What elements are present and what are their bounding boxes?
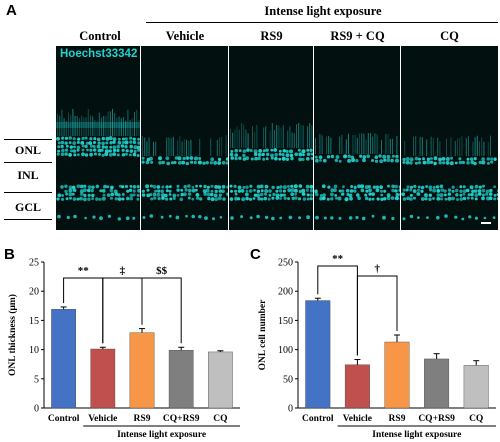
column-label-rs9-cq: RS9 + CQ <box>330 29 385 43</box>
y-tick-label: 250 <box>278 258 293 269</box>
nuclei-layer <box>314 133 400 221</box>
y-tick-label: 25 <box>29 258 39 269</box>
significance-bracket <box>141 277 182 344</box>
y-tick-label: 20 <box>29 287 39 298</box>
panel-a-letter: A <box>6 2 17 19</box>
bar-cq-rs9 <box>168 349 194 409</box>
nuclei-layer <box>56 108 140 221</box>
x-axis-label: Intense light exposure <box>117 430 206 440</box>
layer-rule-4 <box>4 219 52 220</box>
column-label-cq: CQ <box>440 29 459 43</box>
nuclei-layer <box>229 122 313 221</box>
bar-control <box>305 300 331 409</box>
significance-label: ** <box>78 265 90 277</box>
micrograph-vehicle-nuclei <box>141 135 228 221</box>
bar-vehicle <box>344 364 370 409</box>
x-tick-label: Vehicle <box>343 414 372 424</box>
micrograph-cq <box>401 46 498 230</box>
significance-label: † <box>374 263 380 275</box>
micrograph-rs9-nuclei <box>229 122 313 221</box>
y-tick-label: 150 <box>278 316 293 327</box>
bar-vehicle <box>90 348 116 409</box>
bar-cq <box>463 365 489 409</box>
significance-label: ‡ <box>120 265 126 277</box>
significance-bracket <box>356 275 398 356</box>
micrograph-control: Hoechst33342 <box>56 46 140 230</box>
bar-control <box>51 309 76 409</box>
x-tick-label: Control <box>48 414 80 424</box>
layer-rule-2 <box>4 162 52 163</box>
panel-b-letter: B <box>4 246 15 263</box>
layer-label-inl: INL <box>17 168 39 182</box>
panel-c-letter: C <box>250 246 261 263</box>
x-tick-label: CQ+RS9 <box>163 414 200 424</box>
column-label-control: Control <box>79 29 121 43</box>
y-axis-label: ONL cell number <box>258 299 268 371</box>
layer-label-gcl: GCL <box>14 200 41 214</box>
y-tick-label: 15 <box>29 316 39 327</box>
nuclei-layer <box>401 135 498 221</box>
bar-cq-rs9 <box>424 358 450 409</box>
micrograph-rs9 <box>229 46 313 230</box>
x-tick-label: CQ <box>469 414 483 424</box>
stain-label: Hoechst33342 <box>60 48 138 60</box>
micrograph-vehicle <box>141 46 228 230</box>
y-tick-label: 0 <box>288 404 293 415</box>
micrograph-control-nuclei <box>56 108 140 221</box>
column-label-rs9: RS9 <box>260 29 283 43</box>
layer-label-onl: ONL <box>14 143 41 157</box>
y-tick-label: 100 <box>278 345 293 356</box>
micrograph-cq-nuclei <box>401 135 498 224</box>
y-tick-label: 50 <box>283 374 293 385</box>
x-tick-label: RS9 <box>134 414 151 424</box>
y-axis-label: ONL thickness (μm) <box>7 294 18 376</box>
column-label-vehicle: Vehicle <box>165 29 205 43</box>
chart-onl-thickness: 0 5 10 15 20 25 ONL thickness (μm) Control Vehic… <box>7 258 240 440</box>
bar-rs9 <box>384 341 410 409</box>
header-rule <box>146 22 498 23</box>
intense-light-header: Intense light exposure <box>264 4 382 18</box>
x-tick-label: RS9 <box>389 414 406 424</box>
y-tick-label: 5 <box>34 374 39 385</box>
chart-onl-cell-number: 0 50 100 150 200 250 ONL cell number Control Veh… <box>258 253 496 440</box>
scale-bar <box>481 222 491 224</box>
significance-label: $$ <box>156 265 168 277</box>
x-tick-label: Control <box>302 414 334 424</box>
layer-rule-3 <box>4 192 52 193</box>
significance-label: ** <box>332 253 344 265</box>
x-axis-label: Intense light exposure <box>372 430 461 440</box>
x-tick-label: Vehicle <box>88 414 117 424</box>
y-tick-label: 10 <box>29 345 39 356</box>
y-tick-label: 200 <box>278 287 293 298</box>
micrograph-rs9-cq-nuclei <box>314 133 400 221</box>
bar-cq <box>208 351 233 409</box>
nuclei-layer <box>141 135 228 221</box>
y-tick-label: 0 <box>34 404 39 415</box>
x-tick-label: CQ <box>213 414 227 424</box>
bar-rs9 <box>129 332 155 409</box>
layer-rule-1 <box>4 139 52 140</box>
x-tick-label: CQ+RS9 <box>418 414 455 424</box>
micrograph-rs9-cq <box>314 46 400 230</box>
